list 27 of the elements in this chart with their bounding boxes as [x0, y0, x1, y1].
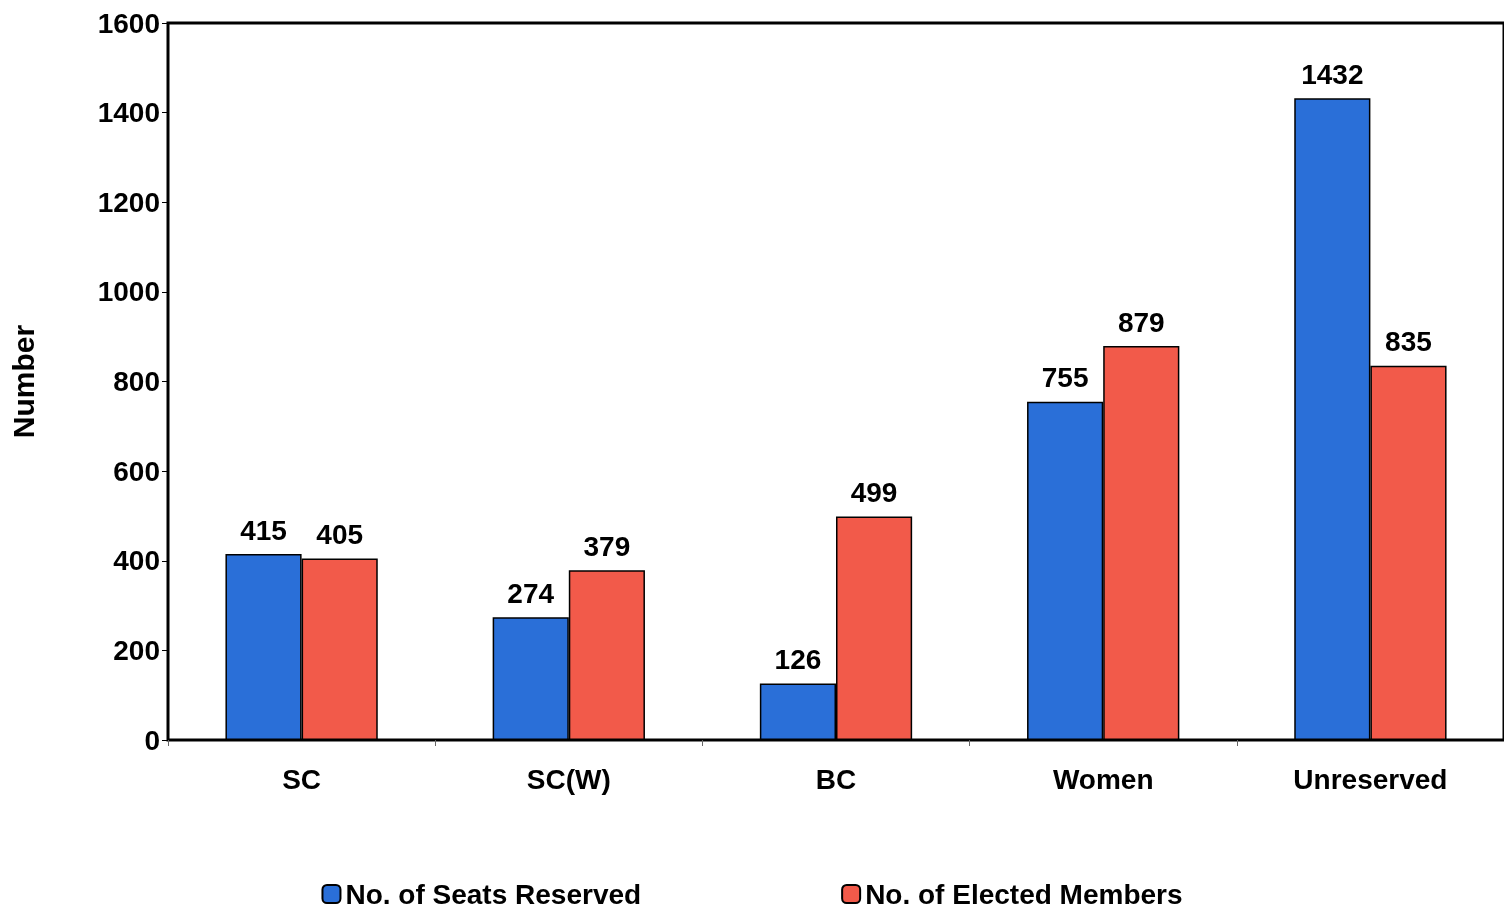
data-label: 499	[850, 476, 898, 508]
y-tick-label: 600	[113, 455, 160, 487]
y-tick-label: 1200	[97, 186, 160, 218]
y-tick-label: 400	[113, 545, 160, 577]
y-tick-label: 800	[113, 366, 160, 397]
y-tick-label: 200	[113, 634, 160, 666]
data-label: 1432	[1301, 58, 1364, 90]
legend-label: No. of Seats Reserved	[345, 878, 642, 910]
y-tick-label: 1600	[97, 7, 160, 39]
x-tick-label: Women	[1052, 763, 1154, 795]
data-label: 405	[316, 519, 364, 551]
data-label: 379	[583, 530, 631, 562]
x-tick-label: Unreserved	[1293, 763, 1448, 795]
data-label: 274	[507, 577, 555, 609]
y-tick-label: 1400	[97, 97, 160, 129]
y-tick-label: 0	[144, 724, 160, 756]
data-label: 835	[1385, 326, 1432, 358]
x-tick-label: BC	[815, 763, 857, 795]
y-tick-label: 1000	[97, 276, 160, 308]
x-tick-label: SC(W)	[526, 763, 611, 795]
data-label: 879	[1117, 306, 1165, 338]
legend-label: No. of Elected Members	[865, 878, 1183, 910]
data-label: 126	[774, 644, 822, 676]
x-tick-label: SC	[282, 763, 322, 795]
data-label: 415	[240, 514, 287, 546]
data-label: 755	[1041, 362, 1089, 394]
y-axis-title: Number	[6, 324, 40, 439]
